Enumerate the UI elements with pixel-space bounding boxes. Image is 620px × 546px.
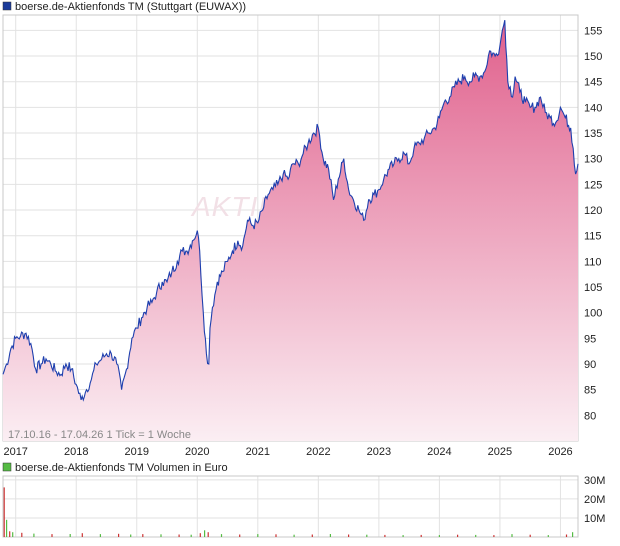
volume-chart-title: boerse.de-Aktienfonds TM Volumen in Euro bbox=[15, 462, 228, 474]
price-y-tick-label: 90 bbox=[584, 359, 596, 371]
volume-bar bbox=[207, 532, 209, 537]
price-y-tick-label: 135 bbox=[584, 128, 602, 140]
price-y-tick-label: 95 bbox=[584, 333, 596, 345]
volume-bar bbox=[160, 534, 162, 537]
volume-bar bbox=[220, 534, 223, 537]
price-x-tick-label: 2019 bbox=[125, 446, 149, 458]
volume-bar bbox=[6, 519, 8, 537]
volume-bar bbox=[69, 534, 71, 537]
price-x-tick-label: 2021 bbox=[246, 446, 270, 458]
volume-bar bbox=[475, 534, 477, 537]
volume-bar bbox=[329, 534, 331, 537]
volume-bar bbox=[348, 534, 350, 537]
volume-bar bbox=[178, 534, 180, 537]
volume-bar bbox=[572, 532, 574, 537]
volume-bar bbox=[275, 534, 277, 537]
price-y-tick-label: 105 bbox=[584, 282, 602, 294]
volume-bar bbox=[438, 535, 440, 537]
volume-gridlines bbox=[3, 476, 578, 538]
price-line bbox=[2, 19, 579, 402]
volume-bar bbox=[118, 533, 120, 537]
price-x-tick-label: 2024 bbox=[427, 446, 451, 458]
volume-bar bbox=[529, 534, 531, 537]
volume-bar bbox=[239, 534, 241, 537]
volume-plot-frame bbox=[2, 475, 579, 538]
volume-bar bbox=[366, 534, 368, 537]
volume-bar bbox=[204, 530, 206, 537]
price-y-tick-label: 150 bbox=[584, 51, 602, 63]
price-y-tick-label: 140 bbox=[584, 102, 602, 114]
volume-bar bbox=[402, 535, 404, 537]
price-y-tick-label: 100 bbox=[584, 308, 602, 320]
price-x-tick-label: 2017 bbox=[3, 446, 27, 458]
volume-bar bbox=[33, 533, 35, 537]
price-y-tick-label: 110 bbox=[584, 256, 602, 268]
volume-bar bbox=[199, 533, 201, 537]
volume-bar bbox=[457, 534, 459, 537]
volume-y-tick-label: 20M bbox=[584, 494, 605, 506]
price-x-tick-label: 2023 bbox=[367, 446, 391, 458]
volume-bars bbox=[3, 487, 574, 537]
volume-bar bbox=[511, 534, 513, 537]
price-y-tick-label: 115 bbox=[584, 231, 602, 243]
volume-y-axis-labels: 10M 20M 30M bbox=[584, 475, 605, 525]
price-x-tick-label: 2022 bbox=[306, 446, 330, 458]
volume-bar bbox=[9, 531, 11, 537]
volume-bar bbox=[142, 534, 144, 537]
volume-bar bbox=[51, 534, 53, 537]
date-range-info: 17.10.16 - 17.04.26 1 Tick = 1 Woche bbox=[8, 429, 191, 441]
price-y-tick-label: 80 bbox=[584, 410, 596, 422]
volume-bar bbox=[311, 534, 313, 537]
price-y-tick-label: 155 bbox=[584, 25, 602, 37]
volume-y-tick-label: 30M bbox=[584, 475, 605, 487]
price-y-tick-label: 125 bbox=[584, 179, 602, 191]
volume-bar bbox=[565, 534, 568, 537]
volume-bar bbox=[293, 534, 295, 537]
volume-bar bbox=[190, 534, 192, 537]
volume-bar bbox=[81, 533, 83, 537]
price-x-axis-labels: 2017 2018 2019 2020 2021 2022 2023 2024 2025 2026 bbox=[3, 446, 572, 458]
price-x-tick-label: 2020 bbox=[185, 446, 209, 458]
volume-bar bbox=[547, 535, 549, 537]
volume-bar bbox=[130, 534, 132, 537]
volume-bar bbox=[12, 532, 14, 537]
price-y-axis-labels: 80 85 90 95 100 105 110 115 120 125 130 135 140 145 15… bbox=[584, 25, 602, 422]
volume-bar bbox=[3, 487, 5, 537]
price-x-tick-label: 2018 bbox=[64, 446, 88, 458]
price-y-tick-label: 85 bbox=[584, 385, 596, 397]
price-legend-swatch bbox=[2, 1, 12, 11]
volume-bar bbox=[493, 535, 495, 537]
volume-legend-swatch bbox=[2, 462, 12, 472]
price-x-tick-label: 2025 bbox=[488, 446, 512, 458]
volume-bar bbox=[257, 534, 259, 537]
volume-bar bbox=[384, 534, 386, 537]
volume-y-tick-label: 10M bbox=[584, 513, 605, 525]
price-area bbox=[3, 20, 578, 441]
volume-bar bbox=[420, 534, 422, 537]
price-y-tick-label: 145 bbox=[584, 77, 602, 89]
price-chart-title: boerse.de-Aktienfonds TM (Stuttgart (EUW… bbox=[15, 1, 246, 13]
price-y-tick-label: 130 bbox=[584, 154, 602, 166]
volume-bar bbox=[99, 534, 101, 537]
price-y-tick-label: 120 bbox=[584, 205, 602, 217]
volume-bar bbox=[21, 532, 23, 537]
price-x-tick-label: 2026 bbox=[548, 446, 572, 458]
